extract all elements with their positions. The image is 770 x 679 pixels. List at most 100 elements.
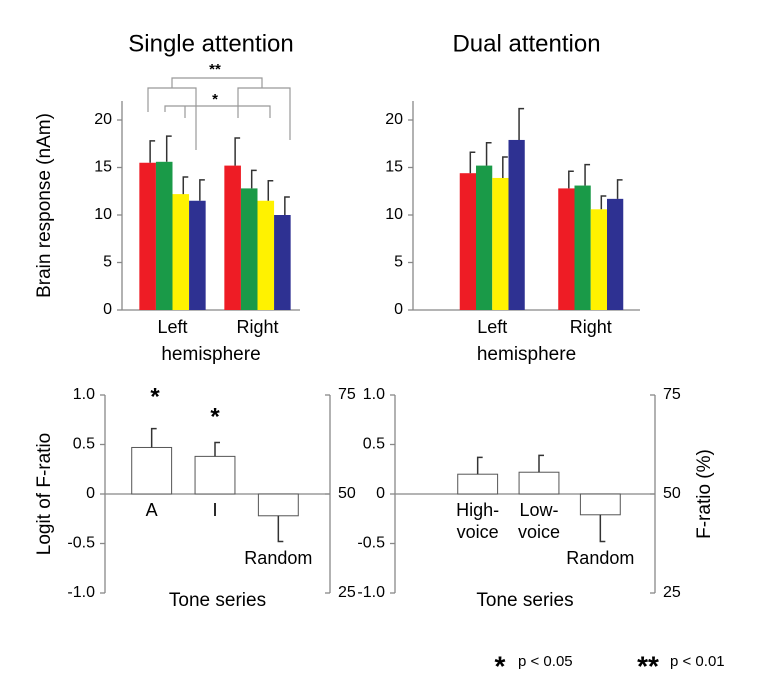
error-bar [485,142,492,166]
bar [224,165,241,310]
footnote-text: p < 0.05 [518,653,573,670]
error-bar [600,195,607,210]
y2-tick-label: 25 [663,584,681,601]
error-bar [199,179,205,201]
y-tick-label: 10 [94,206,112,223]
error-bar [518,107,525,140]
bar [518,471,560,495]
bar [257,493,299,517]
significance-mark: * [150,383,160,410]
y-tick-label: 10 [385,206,403,223]
error-bar [538,454,544,473]
footnote-symbol: ** [637,650,659,679]
y-tick-label: 0 [86,485,95,502]
bar [457,473,499,495]
error-bar [568,170,574,189]
footnote-symbol: * [495,650,506,679]
error-bar [616,179,623,199]
x-tick-label: Random [566,547,635,568]
error-bar [165,135,172,162]
error-bar [250,169,257,189]
y-tick-label: 20 [94,111,112,128]
y-tick-label: 1.0 [363,386,385,403]
bar [459,173,476,310]
bar [475,165,493,310]
y-tick-label: 0.5 [73,436,95,453]
y-tick-label: -0.5 [67,535,95,552]
y2-tick-label: 25 [338,584,356,601]
error-bar [284,196,290,215]
bar [131,446,173,495]
error-bar [476,456,483,475]
y-axis-label: Logit of F-ratio [34,433,55,556]
y-tick-label: 0 [103,301,112,318]
x-tick-label: Left [157,317,187,337]
error-bar [267,180,274,201]
y2-axis-label: F-ratio (%) [694,449,715,539]
y-tick-label: 15 [94,159,112,176]
x-tick-label: Right [236,317,278,337]
bar [274,215,291,310]
x-tick-label: Left [477,317,507,337]
y2-tick-label: 75 [663,386,681,403]
significance-mark: * [210,403,220,430]
bar [492,177,509,310]
y-tick-label: 0 [376,485,385,502]
bar [172,194,190,310]
y-tick-label: 5 [103,254,112,271]
significance-mark: ** [209,61,221,78]
x-tick-label: Low-voice [517,500,561,542]
y2-tick-label: 75 [338,386,356,403]
bar [189,200,206,310]
bar [139,162,156,310]
error-bar [214,441,220,457]
bar [257,200,275,310]
bar [590,209,608,310]
error-bar [182,176,189,195]
y-tick-label: 1.0 [73,386,95,403]
error-bar [469,151,476,174]
significance-mark: * [212,91,218,108]
x-tick-label: A [145,500,158,520]
y-tick-label: -0.5 [357,535,385,552]
error-bar [502,156,508,178]
y2-tick-label: 50 [338,485,356,502]
y-axis-label: Brain response (nAm) [34,113,55,298]
y-tick-label: 0.5 [363,436,385,453]
x-axis-label: hemisphere [161,344,260,365]
y-tick-label: -1.0 [357,584,385,601]
bar [240,188,258,310]
x-tick-label: I [212,500,218,520]
y-tick-label: 15 [385,159,403,176]
y-tick-label: 0 [394,301,403,318]
bar [558,188,575,310]
x-tick-label: Random [244,547,313,568]
x-tick-label: High-voice [456,500,500,542]
y-tick-label: 20 [385,111,403,128]
x-axis-label: Tone series [169,590,266,611]
significance-bracket [147,77,291,150]
footnote-text: p < 0.01 [670,653,725,670]
bar [508,139,525,310]
bar [579,493,621,516]
x-tick-label: Right [570,317,612,337]
x-axis-label: Tone series [476,590,573,611]
y2-tick-label: 50 [663,485,681,502]
bar [574,185,591,310]
y-tick-label: -1.0 [67,584,95,601]
error-bar [149,140,156,163]
error-bar [584,163,591,186]
error-bar [277,515,284,543]
chart-title: Dual attention [452,30,600,57]
error-bar [150,427,157,448]
error-bar [234,137,241,166]
bar [155,161,173,310]
bar [607,198,624,310]
bar [194,455,236,495]
chart-title: Single attention [128,30,293,57]
x-axis-label: hemisphere [477,344,576,365]
y-tick-label: 5 [394,254,403,271]
error-bar [599,514,606,543]
